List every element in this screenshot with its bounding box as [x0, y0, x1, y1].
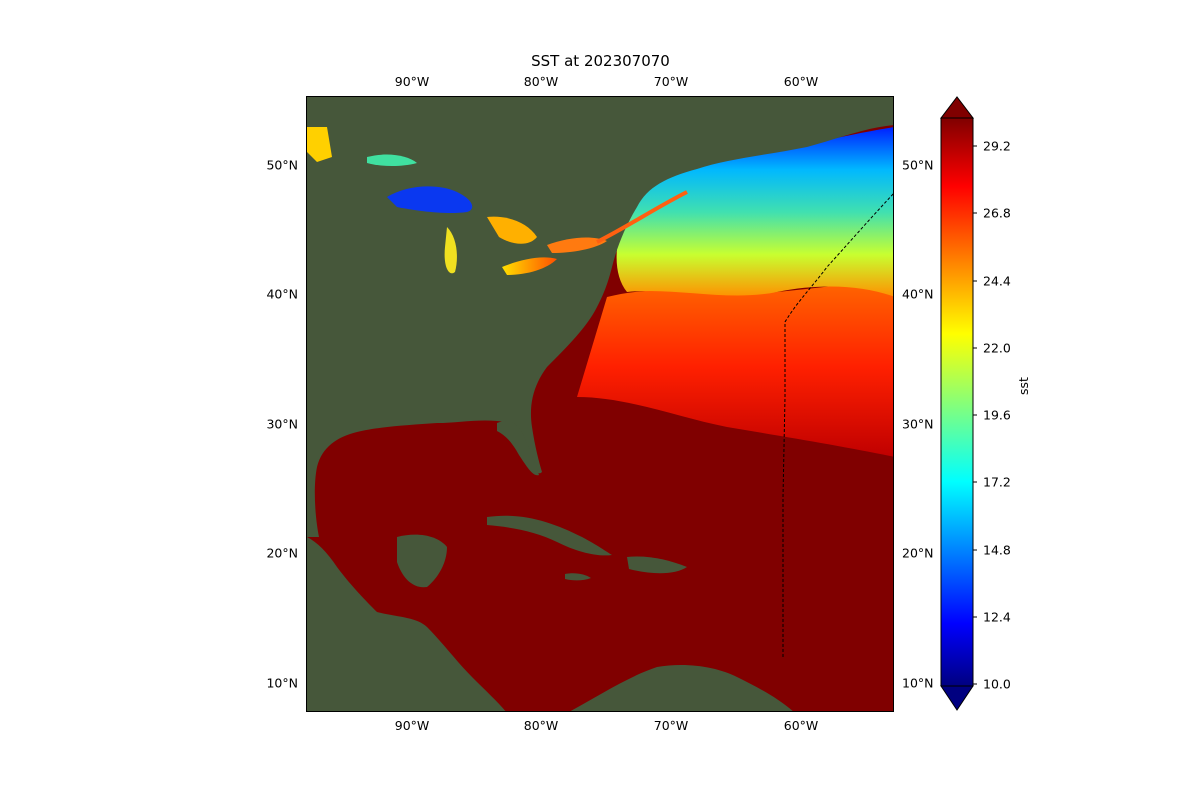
lon-tick-top: 70°W [653, 74, 689, 89]
hispaniola-land [627, 556, 687, 574]
lat-tick-left: 40°N [266, 286, 298, 302]
lon-tick-bottom: 70°W [653, 718, 689, 733]
colorbar-tick-label: 24.4 [983, 273, 1011, 289]
colorbar-label: sst [1016, 377, 1031, 395]
northern-lakes [367, 154, 417, 166]
lon-tick-top: 60°W [783, 74, 819, 89]
lon-tick-bottom: 80°W [523, 718, 559, 733]
lat-tick-right: 20°N [902, 545, 934, 561]
lat-tick-left: 30°N [266, 416, 298, 432]
st-lawrence-river [596, 190, 688, 244]
lon-tick-top: 80°W [523, 74, 559, 89]
lat-tick-left: 50°N [266, 157, 298, 173]
lake-superior [387, 186, 473, 214]
colorbar-extend-max [939, 96, 975, 119]
lat-tick-left: 20°N [266, 545, 298, 561]
central-america-land [307, 537, 506, 711]
colorbar-tick-label: 19.6 [983, 407, 1011, 423]
lat-tick-left: 10°N [266, 675, 298, 691]
lat-tick-right: 40°N [902, 286, 934, 302]
plot-title: SST at 202307070 [531, 52, 670, 70]
lake-michigan [444, 227, 457, 274]
lake-huron [487, 216, 537, 244]
colorbar-extend-min [940, 685, 974, 711]
lon-tick-bottom: 60°W [783, 718, 819, 733]
lon-tick-bottom: 90°W [394, 718, 430, 733]
lake-erie [502, 257, 557, 275]
sst-map [307, 97, 893, 711]
colorbar-gradient [940, 117, 974, 687]
colorbar-tick-label: 14.8 [983, 542, 1011, 558]
gulf-stream-band [577, 277, 893, 457]
lake-ontario [547, 237, 607, 253]
lat-tick-right: 50°N [902, 157, 934, 173]
storm-track-line [782, 193, 893, 657]
jamaica-land [565, 573, 591, 581]
colorbar-tick-label: 17.2 [983, 474, 1011, 490]
colorbar-tick-label: 22.0 [983, 340, 1011, 356]
map-panel[interactable] [306, 96, 894, 712]
cuba-land [487, 515, 612, 556]
south-america-land [570, 665, 793, 711]
colorbar-tick-marks [973, 145, 977, 685]
colorbar-tick-label: 26.8 [983, 205, 1011, 221]
colorbar-tick-label: 29.2 [983, 138, 1011, 154]
colorbar [939, 96, 977, 711]
northern-lakes [307, 127, 332, 162]
florida-land [497, 421, 539, 476]
lon-tick-top: 90°W [394, 74, 430, 89]
lat-tick-right: 30°N [902, 416, 934, 432]
colorbar-tick-label: 10.0 [983, 676, 1011, 692]
lat-tick-right: 10°N [902, 675, 934, 691]
yucatan-land [397, 534, 447, 588]
colorbar-tick-label: 12.4 [983, 609, 1011, 625]
